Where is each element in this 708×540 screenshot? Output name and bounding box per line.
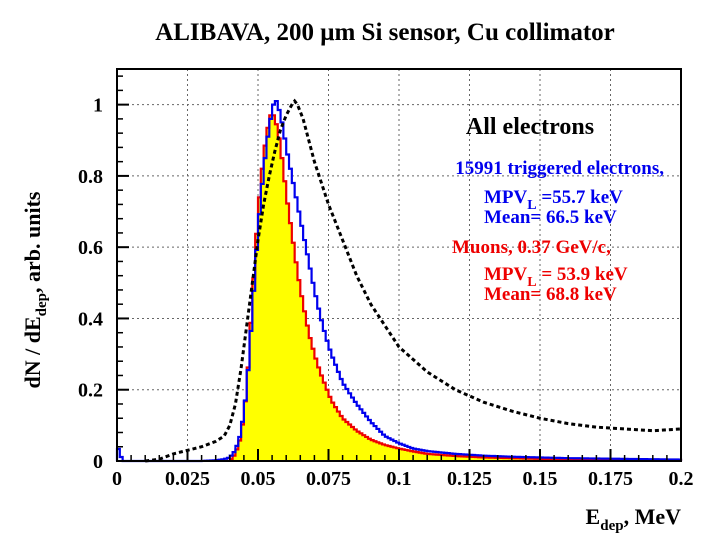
annotation-electrons-mean: Mean= 66.5 keV xyxy=(484,207,617,228)
x-tick-label: 0.05 xyxy=(241,468,276,490)
annotation-muons-mpv: MPVL = 53.9 keV xyxy=(484,264,628,290)
y-tick-label: 0 xyxy=(93,451,103,473)
x-tick-label: 0.1 xyxy=(387,468,412,490)
y-tick-label: 0.6 xyxy=(78,237,103,259)
x-tick-label: 0.2 xyxy=(669,468,694,490)
x-tick-label: 0.15 xyxy=(523,468,558,490)
y-axis-label: dN / dEdep, arb. units xyxy=(20,191,50,388)
electron-simulation-curve xyxy=(145,98,682,463)
y-tick-label: 1 xyxy=(93,95,103,117)
annotation-electrons-count: 15991 triggered electrons, xyxy=(455,158,664,179)
y-tick-label: 0.8 xyxy=(78,166,103,188)
annotation-heading: All electrons xyxy=(466,114,594,140)
x-tick-label: 0.025 xyxy=(165,468,210,490)
chart-title: ALIBAVA, 200 μm Si sensor, Cu collimator xyxy=(155,19,615,46)
annotation-electrons-mpv: MPVL =55.7 keV xyxy=(484,187,623,213)
annotation-muons-label: Muons, 0.37 GeV/c, xyxy=(452,237,611,258)
x-tick-label: 0 xyxy=(112,468,122,490)
legend-annotations: All electrons 15991 triggered electrons,… xyxy=(452,114,664,305)
x-tick-label: 0.075 xyxy=(306,468,351,490)
y-tick-label: 0.2 xyxy=(78,380,103,402)
grid-lines xyxy=(117,69,681,461)
x-tick-label: 0.175 xyxy=(588,468,633,490)
x-axis-label: Edep, MeV xyxy=(586,504,682,534)
y-tick-labels: 0 0.2 0.4 0.6 0.8 1 xyxy=(78,95,103,473)
x-tick-label: 0.125 xyxy=(447,468,492,490)
annotation-muons-mean: Mean= 68.8 keV xyxy=(484,284,617,305)
electron-histogram-line xyxy=(115,99,683,463)
y-tick-label: 0.4 xyxy=(78,308,103,330)
axis-ticks xyxy=(116,75,682,462)
x-tick-labels: 0 0.025 0.05 0.075 0.1 0.125 0.15 0.175 0.2 xyxy=(112,468,694,490)
